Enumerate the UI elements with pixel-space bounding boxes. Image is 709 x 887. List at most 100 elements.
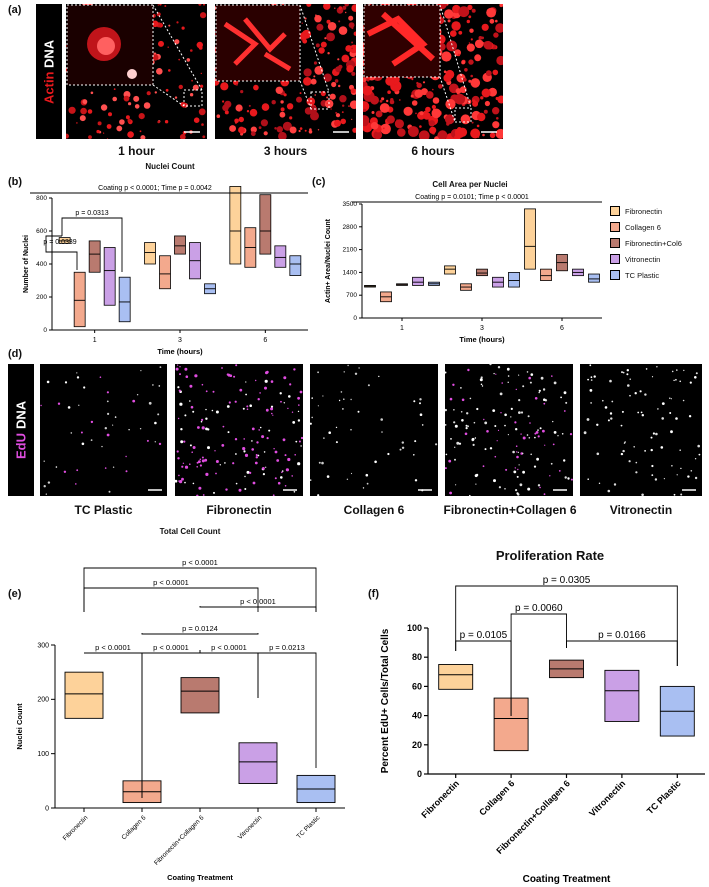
cell-dot — [437, 130, 448, 139]
cell-dot — [486, 7, 496, 18]
cell-dot — [178, 480, 180, 482]
cell-dot — [181, 477, 184, 481]
cell-dot — [103, 132, 105, 134]
cell-dot — [478, 36, 483, 40]
y-tick-label: 200 — [37, 697, 49, 704]
stat-0313: p = 0.0313 — [75, 210, 108, 217]
cell-dot — [164, 5, 167, 7]
cell-dot — [215, 460, 219, 463]
cell-dot — [200, 72, 202, 75]
stain-label-a: Actin DNA — [36, 4, 62, 139]
cell-dot — [375, 110, 383, 118]
cell-dot — [598, 482, 601, 484]
cell-dot — [275, 86, 283, 95]
cell-dot — [480, 383, 483, 386]
image-label-fibcol6: Fibronectin+Collagen 6 — [443, 503, 577, 517]
category-label: Vitronectin — [587, 778, 627, 818]
cell-dot — [310, 422, 312, 425]
cell-dot — [260, 119, 268, 127]
image-label-collagen6: Collagen 6 — [343, 503, 405, 517]
cell-dot — [628, 460, 631, 463]
coating-stat: Coating p = 0.0101; Time p < 0.0001 — [415, 194, 529, 201]
cell-dot — [283, 93, 287, 97]
cell-dot — [250, 126, 257, 133]
cell-dot — [200, 420, 203, 423]
cell-dot — [494, 425, 497, 427]
cell-dot — [428, 120, 435, 127]
cell-dot — [96, 129, 100, 134]
cell-dot — [224, 110, 229, 115]
cell-dot — [146, 91, 151, 96]
category-label: TC Plastic — [645, 778, 683, 816]
cell-dot — [484, 421, 488, 425]
cell-dot — [387, 90, 391, 94]
cell-dot — [68, 106, 76, 114]
cell-dot — [165, 88, 169, 92]
cell-dot — [90, 91, 94, 95]
cell-dot — [479, 378, 483, 382]
chart-total-cell-count: 0 100 200 300 Fibronectin Collagen 6 Fibronect… — [15, 558, 345, 882]
image-label-1-hour: 1 hour — [118, 144, 155, 158]
cell-dot — [641, 493, 644, 496]
cell-dot — [240, 109, 242, 111]
cell-dot — [43, 460, 45, 462]
cell-dot — [467, 4, 473, 10]
cell-dot — [453, 421, 456, 424]
image-label-3-hours: 3 hours — [263, 144, 308, 158]
cell-dot — [445, 424, 447, 426]
cell-dot — [262, 473, 265, 476]
cell-dot — [629, 394, 631, 397]
cell-dot — [609, 379, 612, 383]
cell-dot — [557, 435, 559, 437]
image-label-tc-plastic: TC Plastic — [74, 503, 133, 517]
cell-dot — [212, 390, 215, 393]
cell-dot — [351, 4, 356, 12]
cell-dot — [507, 381, 509, 383]
cell-dot — [698, 453, 701, 456]
cell-dot — [334, 79, 339, 83]
bracket-e-2 — [83, 587, 259, 612]
cell-dot — [516, 451, 518, 453]
cell-dot — [245, 393, 247, 396]
cell-dot — [198, 4, 202, 6]
cell-dot — [66, 133, 69, 139]
cell-dot — [83, 386, 86, 389]
cell-dot — [544, 444, 546, 446]
cell-dot — [310, 111, 319, 121]
panel-c-label: (c) — [312, 176, 326, 188]
cell-dot — [179, 402, 183, 406]
chart-nuclei-count: 0 200 400 600 800 1 3 6 Time (hours) Number of Nu… — [23, 185, 308, 356]
cell-dot — [191, 79, 193, 82]
cell-dot — [456, 441, 460, 445]
cell-dot — [249, 108, 258, 117]
cell-dot — [189, 400, 191, 402]
cell-dot — [198, 486, 202, 490]
cell-dot — [679, 449, 681, 451]
cell-dot — [254, 461, 258, 465]
cell-dot — [644, 393, 647, 396]
y-tick-label: 0 — [43, 327, 47, 334]
cell-dot — [180, 428, 183, 431]
box-0-1 — [144, 242, 156, 265]
cell-dot — [350, 472, 353, 475]
cell-dot — [75, 483, 77, 485]
cell-dot — [215, 472, 217, 475]
cell-dot — [234, 438, 238, 441]
cell-dot — [154, 441, 156, 443]
cell-dot — [507, 375, 510, 377]
cell-dot — [461, 60, 466, 65]
cell-dot — [467, 425, 469, 428]
cell-dot — [660, 446, 664, 449]
cell-dot — [529, 381, 532, 384]
cell-dot — [596, 423, 599, 426]
cell-dot — [263, 131, 268, 136]
cell-dot — [489, 132, 496, 139]
y-tick-label: 2100 — [343, 247, 358, 254]
cell-dot — [451, 137, 455, 139]
micrograph-1-hour-svg — [66, 4, 207, 139]
cell-dot — [461, 398, 465, 402]
cell-dot — [374, 460, 377, 464]
cell-dot — [481, 36, 484, 40]
cell-dot — [346, 478, 349, 480]
cell-dot — [297, 462, 301, 466]
